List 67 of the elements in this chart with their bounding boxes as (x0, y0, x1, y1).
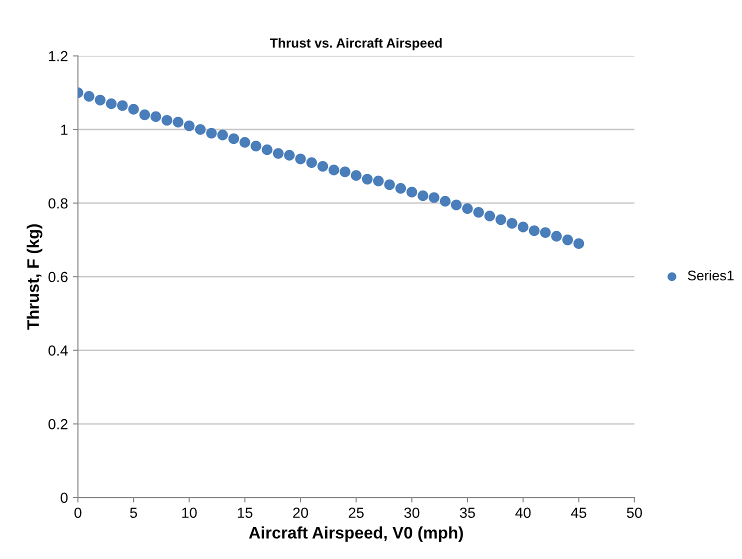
point (228, 133, 240, 144)
x-tick-label: 10 (182, 508, 197, 518)
point (462, 203, 473, 214)
point (306, 157, 317, 168)
point (340, 166, 350, 178)
legend-label: Series1 (688, 270, 734, 280)
x-tick-label: 0 (74, 508, 82, 518)
point (495, 214, 506, 226)
x-tick-label: 20 (293, 508, 308, 518)
point (450, 200, 462, 210)
x-tick-label: 5 (130, 508, 138, 518)
point (573, 238, 584, 249)
x-tick-label: 30 (404, 508, 420, 518)
y-tick-label: 0 (60, 492, 68, 503)
x-tick-label: 25 (348, 508, 364, 518)
point (428, 192, 440, 203)
point (240, 137, 250, 148)
point (295, 154, 306, 164)
point (94, 94, 106, 106)
point (106, 98, 117, 110)
point (128, 104, 139, 115)
point (362, 174, 373, 185)
point (484, 210, 496, 222)
point (373, 176, 384, 186)
point (418, 190, 428, 202)
point (562, 234, 573, 246)
point (194, 124, 206, 135)
point (117, 100, 128, 111)
point (139, 109, 150, 120)
point (284, 150, 295, 161)
point (217, 130, 228, 140)
point (473, 206, 484, 218)
y-tick-label: 1 (61, 124, 68, 135)
point (162, 114, 172, 126)
y-tick-label: 0.8 (48, 198, 68, 209)
x-tick-label: 40 (515, 508, 531, 518)
point (395, 183, 406, 194)
x-tick-label: 35 (460, 508, 475, 518)
point (528, 225, 540, 236)
point (518, 222, 528, 232)
point (328, 164, 340, 176)
chart-title: Thrust vs. Aircraft Airspeed (270, 38, 442, 50)
y-tick-label: 1.2 (49, 51, 68, 62)
y-tick-label: 0.4 (48, 345, 68, 356)
x-tick-label: 50 (626, 508, 642, 518)
y-axis-title: Thrust, F (kg) (26, 224, 42, 330)
point (150, 111, 162, 122)
point (206, 128, 217, 139)
point (250, 140, 262, 152)
point (262, 144, 272, 156)
x-tick-label: 15 (238, 508, 252, 518)
point (317, 160, 328, 172)
point (84, 91, 94, 102)
point (350, 170, 362, 181)
y-tick-label: 0.6 (48, 272, 68, 282)
point (272, 148, 284, 159)
point (506, 218, 518, 229)
point (184, 120, 195, 132)
point (440, 196, 451, 207)
x-axis-title: Aircraft Airspeed, V0 (mph) (248, 526, 463, 542)
x-tick-label: 45 (570, 508, 586, 518)
point (540, 227, 551, 238)
point (406, 186, 418, 198)
point (551, 230, 562, 242)
point (172, 116, 184, 128)
point (384, 179, 395, 190)
y-tick-label: 0.2 (48, 419, 68, 430)
